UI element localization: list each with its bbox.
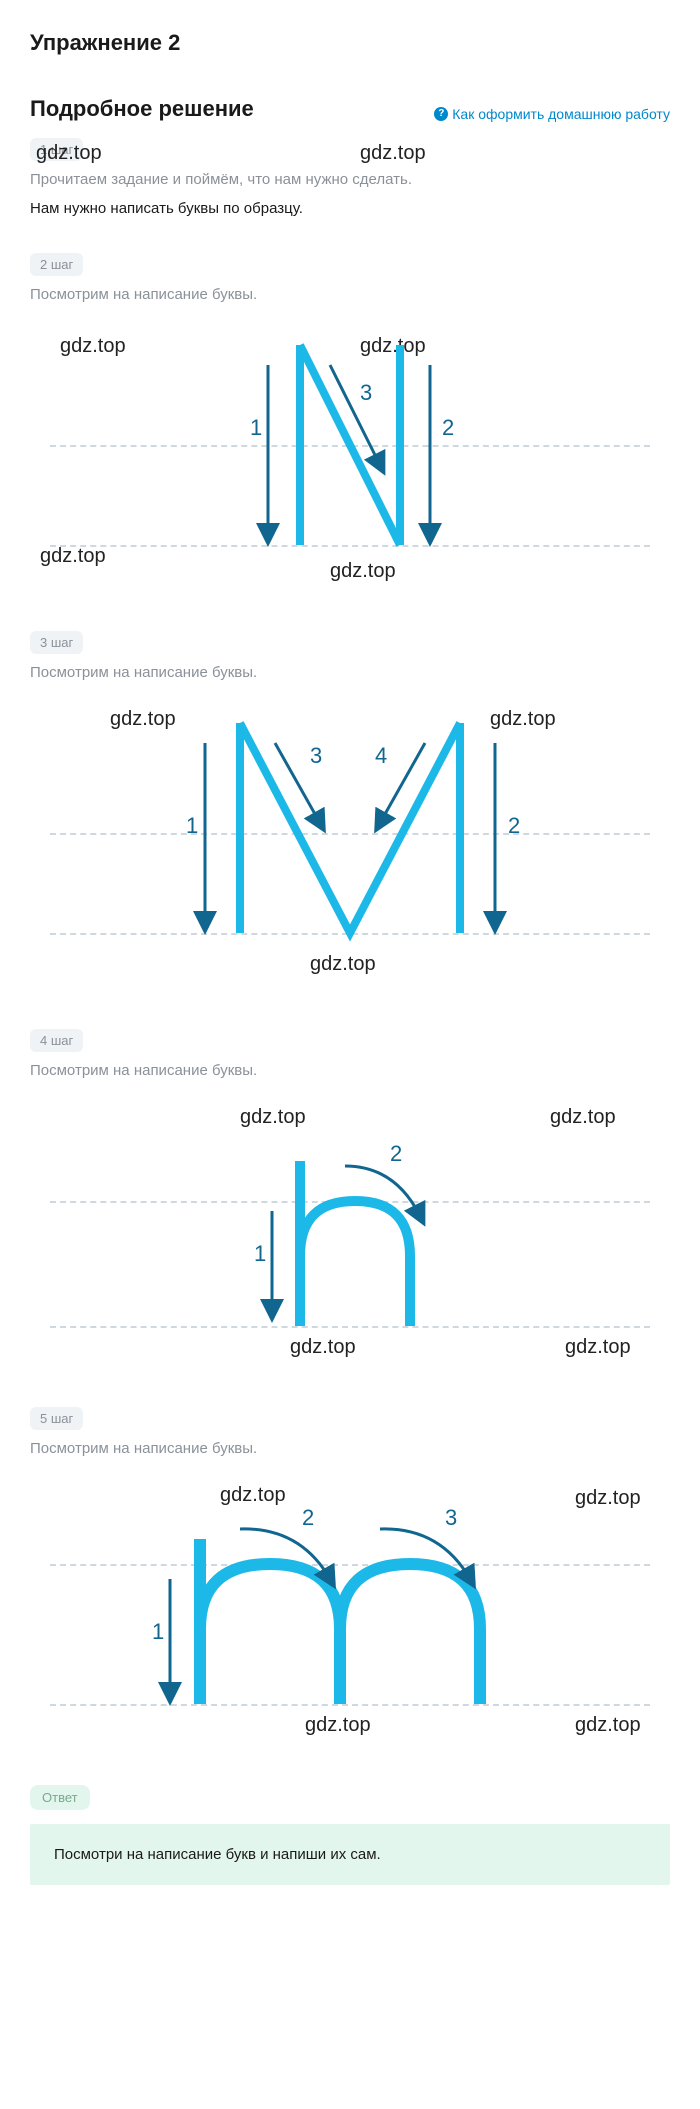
stroke-num: 2 xyxy=(508,813,520,838)
step-badge: 4 шаг xyxy=(30,1029,83,1052)
stroke-num: 1 xyxy=(186,813,198,838)
letter-svg-N: 1 2 3 xyxy=(230,345,480,565)
diagram-letter-m: gdz.top gdz.top gdz.top gdz.top 1 2 3 xyxy=(30,1469,670,1749)
step-4: 4 шаг Посмотрим на написание буквы. gdz.… xyxy=(30,1029,670,1371)
step-badge: 3 шаг xyxy=(30,631,83,654)
step-desc: Посмотрим на написание буквы. xyxy=(30,1440,670,1457)
watermark-text: gdz.top xyxy=(575,1487,641,1510)
step-5: 5 шаг Посмотрим на написание буквы. gdz.… xyxy=(30,1407,670,1749)
step-1: 1 шаг gdz.top gdz.top Прочитаем задание … xyxy=(30,138,670,217)
answer-section: Ответ Посмотри на написание букв и напиш… xyxy=(0,1785,700,1885)
letter-svg-M: 1 2 3 4 xyxy=(160,723,520,953)
watermark-text: gdz.top xyxy=(310,953,376,976)
step-badge: 2 шаг xyxy=(30,253,83,276)
diagram-letter-N: gdz.top gdz.top gdz.top gdz.top 1 2 3 xyxy=(30,315,670,595)
step-badge: 5 шаг xyxy=(30,1407,83,1430)
page-title: Упражнение 2 xyxy=(30,30,670,56)
diagram-letter-n: gdz.top gdz.top gdz.top gdz.top 1 2 xyxy=(30,1091,670,1371)
step-desc: Прочитаем задание и поймём, что нам нужн… xyxy=(30,171,670,188)
stroke-num: 3 xyxy=(310,743,322,768)
answer-text: Посмотри на написание букв и напиши их с… xyxy=(30,1824,670,1885)
step-2: 2 шаг Посмотрим на написание буквы. gdz.… xyxy=(30,253,670,595)
header-row: Подробное решение Как оформить домашнюю … xyxy=(30,96,670,122)
stroke-num: 2 xyxy=(302,1505,314,1530)
stroke-num: 4 xyxy=(375,743,387,768)
letter-svg-m: 1 2 3 xyxy=(130,1519,530,1719)
step-3: 3 шаг Посмотрим на написание буквы. gdz.… xyxy=(30,631,670,993)
stroke-num: 1 xyxy=(254,1241,266,1266)
step-bold-text: Нам нужно написать буквы по образцу. xyxy=(30,200,670,217)
watermark-text: gdz.top xyxy=(40,545,106,568)
subtitle: Подробное решение xyxy=(30,96,254,122)
watermark-text: gdz.top xyxy=(550,1106,616,1129)
watermark-text: gdz.top xyxy=(565,1336,631,1359)
help-link[interactable]: Как оформить домашнюю работу xyxy=(434,106,670,122)
stroke-num: 2 xyxy=(442,415,454,440)
diagram-letter-M: gdz.top gdz.top gdz.top 1 2 3 4 xyxy=(30,693,670,993)
stroke-num: 1 xyxy=(250,415,262,440)
step-desc: Посмотрим на написание буквы. xyxy=(30,286,670,303)
stroke-num: 1 xyxy=(152,1619,164,1644)
watermark-text: gdz.top xyxy=(575,1714,641,1737)
stroke-num: 3 xyxy=(445,1505,457,1530)
letter-svg-n: 1 2 xyxy=(230,1161,490,1341)
step-desc: Посмотрим на написание буквы. xyxy=(30,1062,670,1079)
watermark-text: gdz.top xyxy=(240,1106,306,1129)
watermark-text: gdz.top xyxy=(360,142,426,165)
watermark-text: gdz.top xyxy=(36,142,102,165)
answer-badge: Ответ xyxy=(30,1785,90,1810)
watermark-text: gdz.top xyxy=(220,1484,286,1507)
watermark-text: gdz.top xyxy=(60,335,126,358)
stroke-num: 2 xyxy=(390,1141,402,1166)
stroke-num: 3 xyxy=(360,380,372,405)
step-desc: Посмотрим на написание буквы. xyxy=(30,664,670,681)
